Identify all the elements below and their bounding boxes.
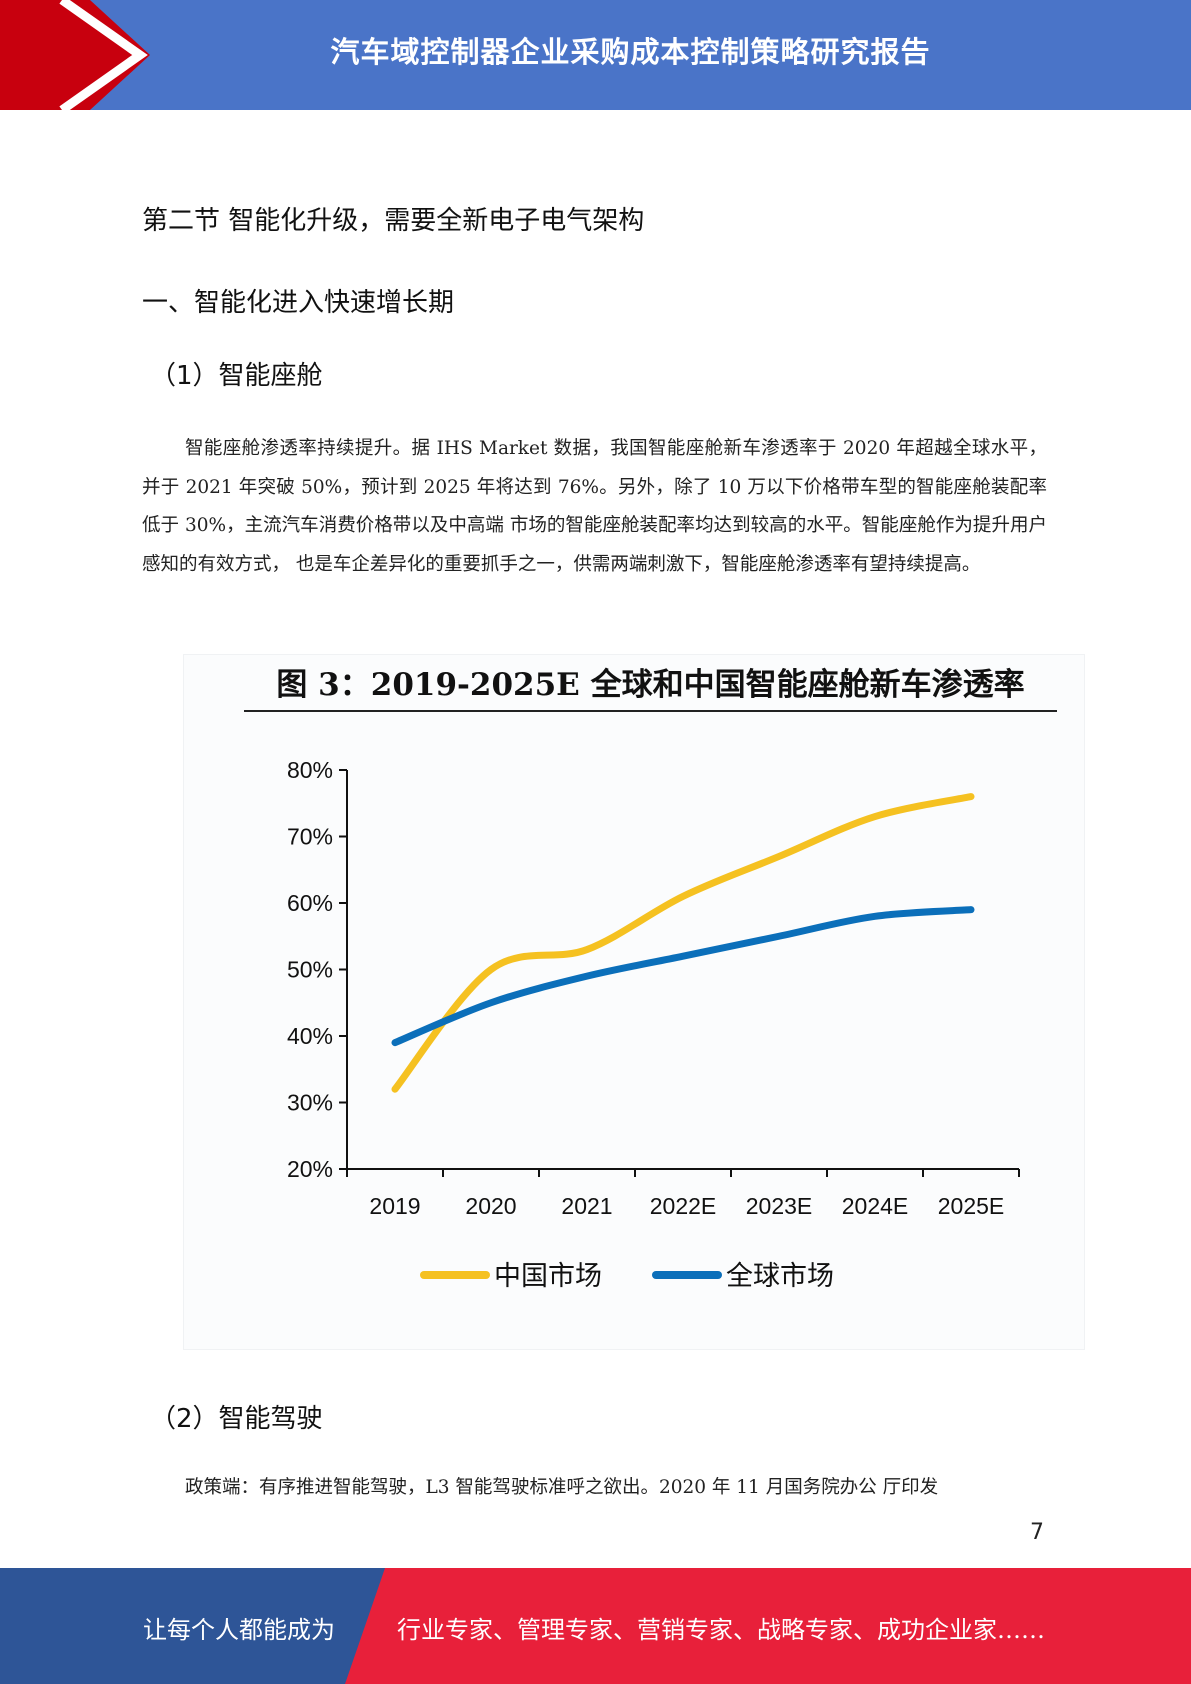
x-tick-label: 2022E (650, 1193, 717, 1219)
x-tick-label: 2019 (369, 1193, 420, 1219)
y-tick-label: 80% (287, 757, 333, 783)
item-title-smart-driving: （2）智能驾驶 (150, 1404, 323, 1434)
footer-slogan-right: 行业专家、管理专家、营销专家、战略专家、成功企业家…… (397, 1616, 1045, 1644)
y-tick-label: 70% (287, 824, 333, 850)
legend-label: 全球市场 (726, 1261, 834, 1292)
x-tick-label: 2025E (938, 1193, 1005, 1219)
section-title: 第二节 智能化升级，需要全新电子电气架构 (142, 206, 645, 236)
y-tick-label: 20% (287, 1156, 333, 1182)
subsection-title: 一、智能化进入快速增长期 (142, 288, 455, 318)
figure-title: 图 3：2019-2025E 全球和中国智能座舱新车渗透率 (244, 659, 1057, 712)
x-tick-label: 2021 (561, 1193, 612, 1219)
series-line-1 (391, 793, 975, 1093)
body-paragraph: 智能座舱渗透率持续提升。据 IHS Market 数据，我国智能座舱新车渗透率于… (142, 438, 1047, 575)
report-title: 汽车域控制器企业采购成本控制策略研究报告 (330, 35, 931, 69)
x-tick-label: 2023E (746, 1193, 813, 1219)
figure-chart: 图 3：2019-2025E 全球和中国智能座舱新车渗透率 20% 30% 40% 5… (183, 654, 1085, 1350)
header-red-arrow-decoration (0, 0, 150, 110)
x-tick-label: 2024E (842, 1193, 909, 1219)
line-chart: 20% 30% 40% 50% 60% 70% 80% 2019 2020 2021 2022E 20… (287, 757, 1020, 1292)
y-tick-label: 60% (287, 890, 333, 916)
y-tick-label: 50% (287, 957, 333, 983)
y-tick-label: 40% (287, 1023, 333, 1049)
page-footer (0, 1568, 1191, 1684)
footer-slogan-left: 让每个人都能成为 (143, 1616, 335, 1644)
x-tick-label: 2020 (465, 1193, 516, 1219)
y-tick-label: 30% (287, 1090, 333, 1116)
item-title-smart-cockpit: （1）智能座舱 (150, 361, 323, 391)
page-number: 7 (1030, 1520, 1044, 1545)
body-paragraph-2: 政策端：有序推进智能驾驶，L3 智能驾驶标准呼之欲出。2020 年 11 月国务… (185, 1477, 939, 1498)
legend-label: 中国市场 (494, 1261, 602, 1292)
page-header: 汽车域控制器企业采购成本控制策略研究报告 (0, 0, 1191, 110)
